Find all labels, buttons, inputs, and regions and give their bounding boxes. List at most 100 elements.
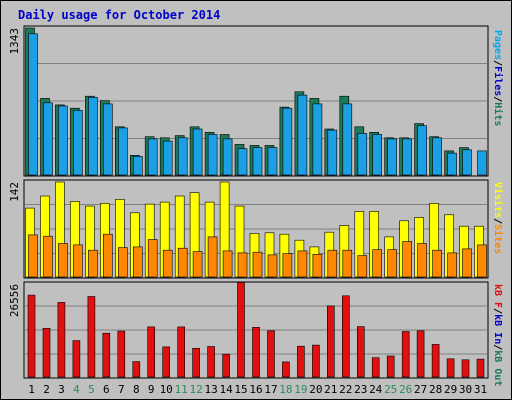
y-max-label: 142 [8, 182, 21, 202]
bar-files [282, 107, 293, 176]
bar-sites [432, 249, 442, 278]
x-tick-label: 23 [354, 383, 367, 396]
bar-files [237, 148, 248, 176]
x-tick-label: 4 [73, 383, 80, 396]
bar-kb-f [386, 355, 395, 378]
bar-kb-f [461, 359, 470, 378]
bar-kb-f [356, 326, 365, 378]
legend-entry: kB In [492, 314, 503, 344]
x-tick-label: 13 [204, 383, 217, 396]
bar-sites [162, 249, 173, 278]
bar-sites [103, 233, 113, 278]
bar-sites [297, 250, 308, 278]
legend-hits-files-pages: Pages/Files/Hits [492, 30, 504, 126]
x-tick-label: 12 [189, 383, 202, 396]
bar-files [118, 127, 128, 176]
bar-sites [133, 246, 143, 278]
bar-kb-f [102, 332, 111, 378]
bar-files [447, 152, 457, 176]
legend-separator: / [492, 344, 503, 350]
x-tick-label: 24 [369, 383, 383, 396]
bar-sites [28, 234, 38, 278]
bar-kb-f [42, 327, 51, 378]
x-axis-labels: 1 2 3 4 5 6 7 8 9 10 11 12 13 14 15 16 17 18 19 20 21 22 23 24 2… [28, 383, 487, 396]
bar-kb-f [132, 361, 141, 378]
bar-files [267, 147, 278, 176]
x-tick-label: 5 [88, 383, 95, 396]
legend-visits-sites: Visits/Sites [492, 182, 504, 254]
bar-files [357, 133, 368, 176]
x-tick-label: 6 [103, 383, 110, 396]
bar-files [73, 110, 83, 176]
bar-files [417, 125, 427, 176]
y-max-label: 1343 [8, 28, 21, 55]
bar-files [133, 156, 143, 176]
bar-kb-f [57, 302, 66, 378]
bar-sites [477, 244, 487, 278]
bar-files [88, 97, 98, 176]
bar-files [58, 105, 68, 176]
x-tick-label: 25 [384, 383, 397, 396]
bar-sites [177, 247, 188, 278]
legend-entry: Pages [492, 30, 503, 60]
legend-separator: / [492, 218, 503, 224]
bar-files [252, 147, 263, 176]
bar-kb-f [476, 358, 485, 378]
x-tick-label: 26 [399, 383, 412, 396]
bar-sites [237, 252, 248, 278]
x-tick-label: 17 [264, 383, 277, 396]
bar-files [387, 138, 398, 176]
bar-kb-f [222, 353, 230, 378]
bar-sites [207, 236, 218, 278]
bar-sites [252, 251, 263, 278]
x-tick-label: 19 [294, 383, 307, 396]
x-tick-label: 30 [459, 383, 472, 396]
y-max-label: 26556 [8, 284, 21, 317]
bar-kb-f [237, 282, 245, 378]
x-tick-label: 9 [148, 383, 155, 396]
chart-title: Daily usage for October 2014 [18, 8, 220, 22]
x-tick-label: 27 [414, 383, 427, 396]
legend-separator: / [492, 308, 503, 314]
legend-separator: / [492, 60, 503, 66]
bar-sites [222, 250, 233, 278]
bar-kb-f [252, 326, 260, 378]
bar-files [28, 33, 38, 176]
x-tick-label: 11 [175, 383, 188, 396]
x-tick-label: 16 [249, 383, 262, 396]
bar-files [462, 149, 472, 176]
bar-kb-f [401, 331, 410, 378]
bar-sites [118, 247, 128, 278]
legend-entry: Hits [492, 102, 504, 126]
legend-entry: kB Out [492, 350, 503, 386]
bar-files [147, 138, 158, 176]
x-tick-label: 2 [43, 383, 50, 396]
chart-panels: 1343 Pages/Files/Hits 142 Visits/Sites 26556… [8, 25, 504, 386]
bar-files [192, 128, 203, 176]
bar-kb-f [117, 330, 126, 378]
bar-sites [402, 241, 413, 278]
x-tick-label: 31 [474, 383, 487, 396]
bar-sites [192, 251, 203, 278]
panel-kbytes: 26556 kB F/kB In/kB Out [8, 281, 503, 386]
bar-files [372, 134, 383, 176]
bar-kb-f [162, 346, 170, 378]
x-tick-label: 29 [444, 383, 457, 396]
bar-files [342, 103, 353, 176]
bar-sites [267, 254, 278, 278]
bar-kb-f [416, 330, 425, 378]
bar-sites [357, 255, 368, 278]
bar-kb-f [87, 296, 96, 378]
bar-files [297, 94, 308, 176]
x-tick-label: 14 [219, 383, 233, 396]
legend-separator: / [492, 96, 503, 102]
bar-files [162, 140, 173, 176]
bar-files [312, 103, 323, 176]
bar-sites [342, 249, 353, 278]
panel-hits-files-pages: 1343 Pages/Files/Hits [8, 25, 504, 177]
bar-kb-f [207, 346, 215, 378]
legend-kbytes: kB F/kB In/kB Out [492, 284, 503, 386]
x-tick-label: 1 [28, 383, 35, 396]
bar-sites [462, 248, 472, 278]
bar-kb-f [72, 340, 81, 378]
